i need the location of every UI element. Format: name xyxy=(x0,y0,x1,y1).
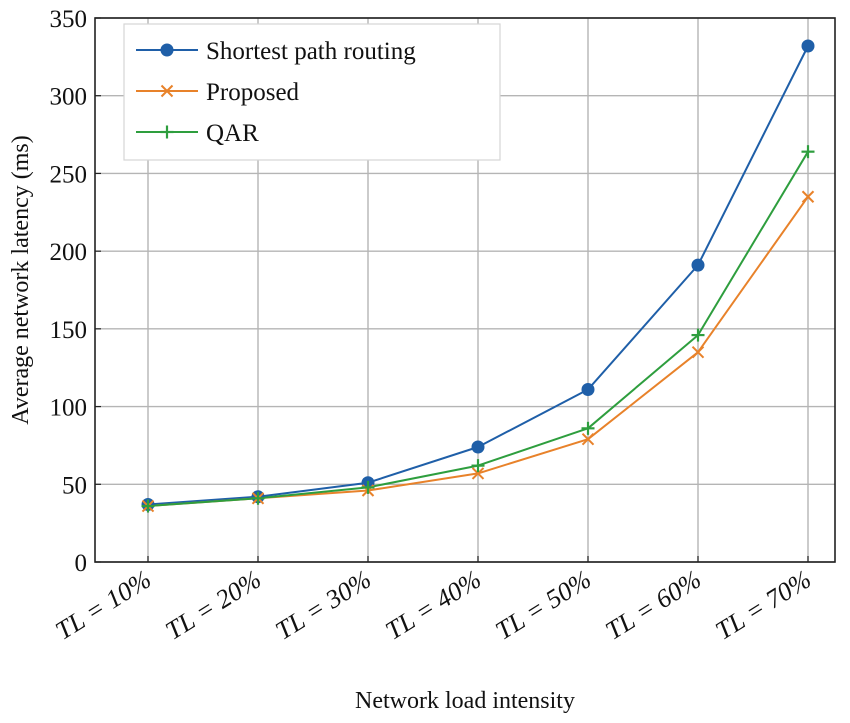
legend-label: Proposed xyxy=(206,79,300,106)
data-point-plus xyxy=(581,421,595,435)
legend-label: QAR xyxy=(206,120,259,147)
legend-marker xyxy=(160,84,174,98)
data-point-circle xyxy=(801,39,815,53)
y-tick-label: 50 xyxy=(62,472,87,499)
legend: Shortest path routing Proposed QAR xyxy=(123,23,501,161)
y-axis-ticks: 0 50 100 150 200 250 300 350 xyxy=(50,6,101,577)
y-tick-label: 100 xyxy=(50,395,88,422)
x-tick-label: TL = 70% xyxy=(710,564,816,645)
y-axis-label: Average network latency (ms) xyxy=(8,135,34,424)
data-point-x xyxy=(691,345,705,359)
data-point-plus xyxy=(801,145,815,159)
legend-label: Shortest path routing xyxy=(206,38,416,65)
x-axis-label: Network load intensity xyxy=(355,688,575,714)
x-tick-label: TL = 40% xyxy=(380,564,486,645)
data-point-x xyxy=(801,190,815,203)
legend-entry: Shortest path routing xyxy=(136,38,416,65)
y-tick-label: 150 xyxy=(50,317,88,344)
data-point-circle xyxy=(581,382,595,396)
data-point-x xyxy=(471,467,485,480)
x-tick-label: TL = 10% xyxy=(50,564,156,645)
legend-marker xyxy=(160,43,174,57)
data-point-plus xyxy=(691,328,705,342)
data-point-circle xyxy=(691,258,705,272)
y-tick-label: 0 xyxy=(75,550,88,577)
data-point-plus xyxy=(141,499,155,513)
x-tick-label: TL = 20% xyxy=(160,564,266,645)
plot-frame xyxy=(94,17,836,563)
x-axis-ticks: TL = 10% TL = 20% TL = 30% TL = 40% TL = 50%… xyxy=(50,556,816,646)
y-tick-label: 300 xyxy=(50,84,88,111)
x-tick-label: TL = 60% xyxy=(600,564,706,645)
data-point-x xyxy=(581,433,595,446)
legend-marker xyxy=(160,125,174,139)
y-tick-label: 350 xyxy=(50,6,88,33)
data-point-plus xyxy=(471,459,485,473)
x-tick-label: TL = 30% xyxy=(270,564,376,645)
x-tick-label: TL = 50% xyxy=(490,564,596,645)
data-point-plus xyxy=(251,491,265,505)
data-point-circle xyxy=(471,440,485,454)
y-tick-label: 200 xyxy=(50,239,88,266)
data-point-plus xyxy=(361,480,375,494)
y-tick-label: 250 xyxy=(50,161,88,188)
legend-entry: Proposed xyxy=(136,79,300,106)
series-group xyxy=(141,39,815,513)
legend-entry: QAR xyxy=(136,120,259,147)
